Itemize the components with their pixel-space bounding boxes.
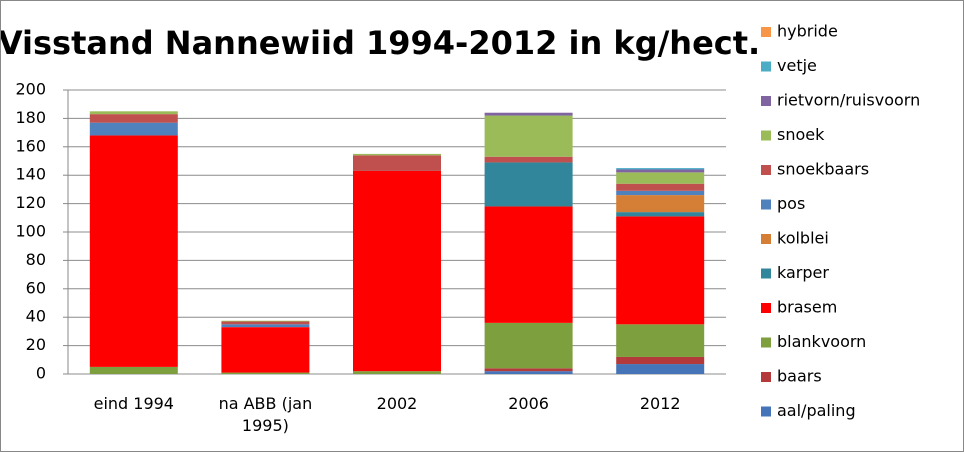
legend-label: kolblei xyxy=(777,229,829,248)
bar-segment xyxy=(484,162,573,207)
bar-segment xyxy=(616,190,705,196)
bar-segment xyxy=(353,170,441,372)
bar-segment xyxy=(484,371,573,374)
bar-segment xyxy=(616,183,705,191)
legend-swatch xyxy=(761,337,771,348)
bar-segment xyxy=(353,155,441,171)
bar-segment xyxy=(484,156,573,163)
legend-swatch xyxy=(761,268,771,279)
legend-swatch xyxy=(761,234,771,244)
legend-swatch xyxy=(761,61,771,72)
legend-swatch xyxy=(761,199,771,210)
x-tick-label: eind 1994 xyxy=(93,394,174,413)
legend-label: pos xyxy=(777,194,805,213)
legend-swatch xyxy=(761,96,771,106)
y-tick-label: 140 xyxy=(15,165,46,184)
y-tick-label: 80 xyxy=(26,250,46,269)
x-tick-label: 2006 xyxy=(508,394,549,413)
legend-swatch xyxy=(761,303,771,313)
y-tick-label: 180 xyxy=(15,108,46,127)
bar-segment xyxy=(484,115,573,157)
legend-label: brasem xyxy=(777,298,837,317)
bar-segment xyxy=(221,372,310,374)
bar-segment xyxy=(353,371,441,374)
bar-segment xyxy=(616,195,705,213)
bar-segment xyxy=(484,112,573,116)
bar-segment xyxy=(221,321,310,325)
bar-segment xyxy=(221,320,310,322)
bar-segment xyxy=(484,322,573,369)
y-tick-label: 160 xyxy=(15,136,46,155)
bar-segment xyxy=(89,366,178,374)
bar-segment xyxy=(89,114,178,123)
y-tick-label: 200 xyxy=(15,80,46,99)
y-tick-label: 0 xyxy=(36,364,46,383)
x-tick-label: na ABB (jan 1995) xyxy=(218,394,313,435)
y-tick-label: 100 xyxy=(15,222,46,241)
bar-segment xyxy=(616,356,705,365)
legend-swatch xyxy=(761,165,771,175)
y-tick-label: 60 xyxy=(26,278,46,297)
bar-segment xyxy=(616,168,705,170)
x-tick-label: 2002 xyxy=(376,394,418,413)
legend-label: vetje xyxy=(777,56,817,75)
bar-segment xyxy=(89,135,178,367)
bar-segment xyxy=(221,324,310,328)
y-tick-label: 20 xyxy=(26,335,46,354)
bar-segment xyxy=(616,324,705,357)
bar-segment xyxy=(484,206,573,323)
bar-segment xyxy=(89,122,178,136)
legend-label: hybride xyxy=(777,22,838,41)
legend-swatch xyxy=(761,372,771,382)
bar-segment xyxy=(353,153,441,156)
legend-label: rietvorn/ruisvoorn xyxy=(777,91,920,110)
legend-label: snoek xyxy=(777,125,825,144)
legend-label: aal/paling xyxy=(777,401,856,420)
bar-segment xyxy=(484,368,573,372)
x-tick-label: 2012 xyxy=(639,394,681,413)
legend-label: snoekbaars xyxy=(777,160,869,179)
legend-swatch xyxy=(761,406,771,417)
bar-segment xyxy=(616,172,705,184)
legend-swatch xyxy=(761,130,771,141)
bar-segment xyxy=(89,111,178,115)
bar-segment xyxy=(616,364,705,374)
legend-label: baars xyxy=(777,367,822,386)
legend-swatch xyxy=(761,27,771,37)
y-tick-label: 120 xyxy=(15,193,46,212)
bar-segment xyxy=(616,169,705,173)
y-tick-label: 40 xyxy=(26,307,46,326)
chart-title: Visstand Nannewiid 1994-2012 in kg/hect. xyxy=(1,24,760,62)
legend-label: karper xyxy=(777,263,829,282)
bar-segment xyxy=(616,216,705,325)
bar-segment xyxy=(616,212,705,217)
legend-label: blankvoorn xyxy=(777,332,866,351)
bar-segment xyxy=(221,327,310,373)
